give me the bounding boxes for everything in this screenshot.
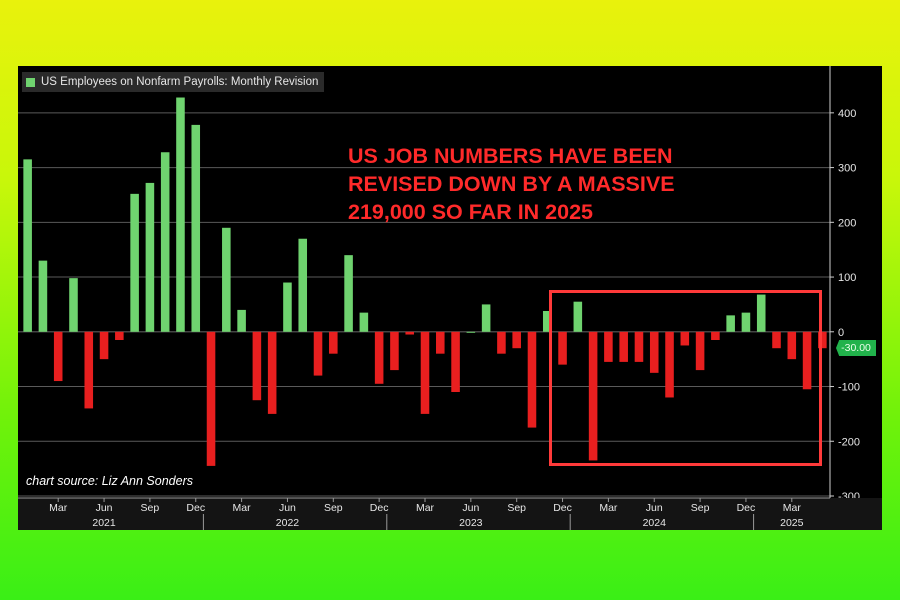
y-tick-label: 0 <box>838 327 844 339</box>
bar <box>818 331 827 349</box>
bar <box>451 331 460 392</box>
x-tick-label: Jun <box>646 502 663 514</box>
x-tick-label: Mar <box>416 502 435 514</box>
bar <box>99 331 109 360</box>
chart-source-note: chart source: Liz Ann Sonders <box>26 474 193 488</box>
bar <box>267 331 277 414</box>
bar <box>542 310 552 332</box>
y-tick-label: 200 <box>838 217 856 229</box>
bar <box>252 331 262 401</box>
bar <box>741 312 751 332</box>
year-label: 2022 <box>276 517 300 529</box>
bar <box>329 331 338 354</box>
bar <box>497 331 506 354</box>
last-value-badge: -30.00 <box>836 340 876 356</box>
bar <box>191 124 201 332</box>
bar <box>680 331 690 346</box>
highlight-box-2024-2025 <box>549 290 822 466</box>
x-tick-label: Jun <box>279 502 296 514</box>
bar <box>145 182 155 332</box>
chart-panel: -300 -200 -100 0 100 200 300 400 Mar Jun Sep Dec Mar… <box>18 66 882 530</box>
year-label: 2024 <box>643 517 667 529</box>
y-tick-label: -200 <box>838 436 860 448</box>
x-tick-label: Dec <box>737 502 756 514</box>
bar <box>420 331 430 414</box>
bar <box>711 331 720 340</box>
bar <box>466 331 476 333</box>
x-tick-label: Dec <box>370 502 389 514</box>
x-tick-label: Sep <box>141 502 160 514</box>
bar <box>283 282 292 332</box>
bar <box>84 331 94 409</box>
bar <box>527 331 537 428</box>
x-tick-label: Sep <box>507 502 526 514</box>
bar <box>756 294 766 332</box>
bar <box>69 278 78 332</box>
bar <box>405 331 414 335</box>
bar <box>53 331 63 382</box>
bar <box>726 315 735 332</box>
bar <box>787 331 797 360</box>
legend-swatch <box>26 77 35 87</box>
x-tick-label: Dec <box>553 502 572 514</box>
x-tick-label: Sep <box>691 502 710 514</box>
year-label: 2025 <box>780 517 804 529</box>
year-label: 2021 <box>92 517 116 529</box>
bar <box>634 331 644 362</box>
x-tick-label: Mar <box>599 502 618 514</box>
bar <box>390 331 399 371</box>
bar <box>649 331 659 373</box>
chart-title: US Employees on Nonfarm Payrolls: Monthl… <box>41 76 319 88</box>
bar <box>115 331 124 340</box>
bar <box>38 260 48 332</box>
bar <box>359 312 369 332</box>
x-tick-label: Dec <box>186 502 205 514</box>
bar <box>160 152 170 332</box>
y-tick-label: 400 <box>838 108 856 120</box>
legend: US Employees on Nonfarm Payrolls: Monthl… <box>22 72 325 92</box>
bar <box>206 331 216 466</box>
y-tick-label: -100 <box>838 382 860 394</box>
bar <box>176 97 185 332</box>
bar <box>802 331 812 390</box>
bar <box>665 331 674 398</box>
bar <box>374 331 384 384</box>
bar <box>558 331 567 365</box>
bar <box>481 304 491 332</box>
bar <box>604 331 613 362</box>
x-tick-label: Mar <box>233 502 252 514</box>
x-tick-label: Jun <box>96 502 113 514</box>
x-tick-label: Mar <box>783 502 802 514</box>
bar <box>619 331 628 362</box>
bar <box>772 331 781 349</box>
x-tick-label: Jun <box>462 502 479 514</box>
bar <box>298 238 308 332</box>
bar <box>512 331 521 349</box>
y-tick-label: 100 <box>838 272 856 284</box>
bar <box>23 159 32 332</box>
y-tick-label: 300 <box>838 163 856 175</box>
year-label: 2023 <box>459 517 483 529</box>
x-tick-label: Sep <box>324 502 343 514</box>
bar <box>588 331 598 461</box>
bar <box>313 331 323 376</box>
bar <box>130 193 139 332</box>
bar <box>222 227 231 332</box>
x-tick-label: Mar <box>49 502 68 514</box>
headline-annotation: US JOB NUMBERS HAVE BEEN REVISED DOWN BY… <box>348 144 675 224</box>
bar <box>344 255 353 332</box>
x-axis-strip <box>18 498 882 530</box>
bar <box>436 331 445 354</box>
bar <box>695 331 705 371</box>
bar <box>237 309 246 332</box>
bar <box>573 301 583 332</box>
